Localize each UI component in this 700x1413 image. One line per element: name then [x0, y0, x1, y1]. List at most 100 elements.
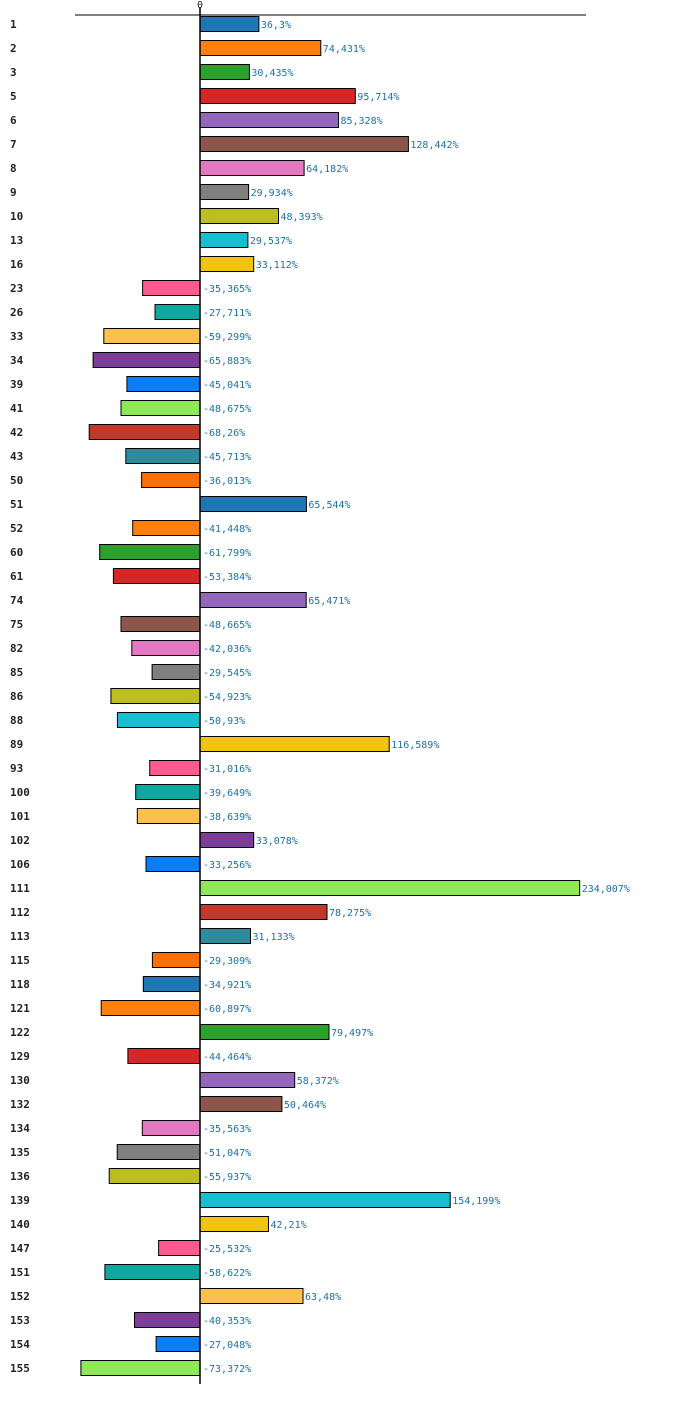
bar-136 [108, 1168, 201, 1184]
value-label-88: -50,93% [203, 716, 245, 727]
bar-111 [199, 880, 581, 896]
bar-152 [199, 1288, 304, 1304]
bar-135 [116, 1144, 201, 1160]
value-label-132: 50,464% [284, 1100, 326, 1111]
value-label-60: -61,799% [203, 548, 251, 559]
bar-153 [134, 1312, 201, 1328]
category-label-7: 7 [10, 138, 17, 151]
value-label-121: -60,897% [203, 1004, 251, 1015]
bar-34 [92, 352, 201, 368]
category-label-26: 26 [10, 306, 24, 319]
value-label-112: 78,275% [329, 908, 371, 919]
value-label-151: -58,622% [203, 1268, 251, 1279]
value-label-42: -68,26% [203, 428, 245, 439]
bar-61 [112, 568, 201, 584]
value-label-10: 48,393% [281, 212, 323, 223]
category-label-82: 82 [10, 642, 23, 655]
category-label-154: 154 [10, 1338, 30, 1351]
category-label-106: 106 [10, 858, 30, 871]
bar-129 [127, 1048, 201, 1064]
category-label-3: 3 [10, 66, 17, 79]
value-label-5: 95,714% [357, 92, 399, 103]
bar-60 [99, 544, 201, 560]
bar-89 [199, 736, 390, 752]
bar-154 [155, 1336, 201, 1352]
value-label-52: -41,448% [203, 524, 251, 535]
value-label-130: 58,372% [297, 1076, 339, 1087]
value-label-61: -53,384% [203, 572, 251, 583]
value-label-111: 234,007% [582, 884, 630, 895]
value-label-3: 30,435% [251, 68, 293, 79]
bar-130 [199, 1072, 296, 1088]
value-label-106: -33,256% [203, 860, 251, 871]
category-label-9: 9 [10, 186, 17, 199]
category-label-147: 147 [10, 1242, 30, 1255]
category-label-39: 39 [10, 378, 23, 391]
category-label-93: 93 [10, 762, 23, 775]
category-label-60: 60 [10, 546, 23, 559]
value-label-43: -45,713% [203, 452, 251, 463]
value-label-6: 85,328% [341, 116, 383, 127]
bar-43 [125, 448, 201, 464]
category-label-100: 100 [10, 786, 30, 799]
bar-52 [132, 520, 201, 536]
bar-3 [199, 64, 250, 80]
value-label-100: -39,649% [203, 788, 251, 799]
bar-74 [199, 592, 307, 608]
category-label-2: 2 [10, 42, 17, 55]
bar-39 [126, 376, 201, 392]
bar-118 [142, 976, 201, 992]
value-label-13: 29,537% [250, 236, 292, 247]
value-label-152: 63,48% [305, 1292, 341, 1303]
value-label-153: -40,353% [203, 1316, 251, 1327]
category-label-115: 115 [10, 954, 30, 967]
category-label-8: 8 [10, 162, 17, 175]
value-label-7: 128,442% [410, 140, 458, 151]
value-label-85: -29,545% [203, 668, 251, 679]
category-label-42: 42 [10, 426, 23, 439]
value-label-118: -34,921% [203, 980, 251, 991]
bar-115 [151, 952, 201, 968]
value-label-154: -27,048% [203, 1340, 251, 1351]
value-label-113: 31,133% [253, 932, 295, 943]
value-labels-group: 36,3% 74,431% 30,435% 95,714% 85,328% 128,442… [203, 20, 630, 1375]
category-label-153: 153 [10, 1314, 30, 1327]
bar-6 [199, 112, 339, 128]
bar-93 [149, 760, 201, 776]
category-label-152: 152 [10, 1290, 30, 1303]
category-label-50: 50 [10, 474, 23, 487]
category-label-113: 113 [10, 930, 30, 943]
category-label-101: 101 [10, 810, 30, 823]
category-labels-group: 1235678910131623263334394142435051526061… [10, 18, 30, 1375]
value-label-1: 36,3% [261, 20, 291, 31]
category-label-16: 16 [10, 258, 24, 271]
bar-41 [120, 400, 201, 416]
bar-132 [199, 1096, 283, 1112]
value-label-86: -54,923% [203, 692, 251, 703]
bar-139 [199, 1192, 451, 1208]
value-label-34: -65,883% [203, 356, 251, 367]
category-label-86: 86 [10, 690, 24, 703]
category-label-135: 135 [10, 1146, 30, 1159]
category-label-122: 122 [10, 1026, 30, 1039]
bar-26 [154, 304, 201, 320]
category-label-134: 134 [10, 1122, 30, 1135]
category-label-41: 41 [10, 402, 24, 415]
category-label-102: 102 [10, 834, 30, 847]
value-label-115: -29,309% [203, 956, 251, 967]
bar-151 [104, 1264, 201, 1280]
value-label-155: -73,372% [203, 1364, 251, 1375]
bar-88 [116, 712, 201, 728]
category-label-75: 75 [10, 618, 23, 631]
value-label-136: -55,937% [203, 1172, 251, 1183]
value-label-41: -48,675% [203, 404, 251, 415]
bar-82 [131, 640, 201, 656]
value-label-140: 42,21% [271, 1220, 307, 1231]
category-label-74: 74 [10, 594, 24, 607]
category-label-1: 1 [10, 18, 17, 31]
category-label-89: 89 [10, 738, 23, 751]
bar-8 [199, 160, 305, 176]
bar-7 [199, 136, 409, 152]
bar-122 [199, 1024, 330, 1040]
